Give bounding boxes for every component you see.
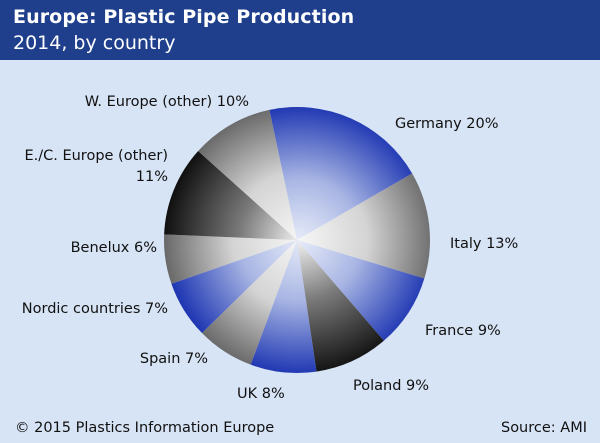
chart-subtitle: 2014, by country — [13, 32, 176, 54]
pie-slice-spain — [201, 240, 297, 365]
pie-slice-nordic-countries — [171, 240, 297, 334]
chart-footer: © 2015 Plastics Information Europe Sourc… — [0, 413, 600, 443]
pie-label-w-europe-other: W. Europe (other) 10% — [85, 94, 249, 110]
pie-label-uk: UK 8% — [237, 386, 285, 402]
pie-label-benelux: Benelux 6% — [71, 240, 157, 256]
pie-slice-benelux — [164, 234, 297, 284]
copyright-note: © 2015 Plastics Information Europe — [15, 420, 275, 436]
pie-slice-france — [297, 240, 425, 341]
chart-title: Europe: Plastic Pipe Production — [13, 6, 355, 28]
source-note: Source: AMI — [500, 420, 587, 436]
pie-slice-e-c-europe-other — [164, 151, 297, 240]
pie-chart-area: Germany 20% Italy 13% France 9% Poland 9% UK… — [0, 60, 600, 412]
pie-label-nordic-countries: Nordic countries 7% — [22, 301, 168, 317]
chart-header: Europe: Plastic Pipe Production 2014, by… — [0, 0, 600, 60]
pie-labels: Germany 20% Italy 13% France 9% Poland 9% UK… — [22, 94, 519, 402]
pie-slice-italy — [297, 173, 430, 279]
pie-label-france: France 9% — [425, 323, 501, 339]
pie-slice-uk — [250, 240, 317, 373]
pie-label-italy: Italy 13% — [450, 236, 518, 252]
pie-slice-poland — [297, 240, 384, 372]
pie-label-e-c-europe-other: E./C. Europe (other) 11% — [24, 148, 168, 185]
pie-label-germany: Germany 20% — [395, 116, 498, 132]
pie-slice-germany — [269, 107, 413, 240]
pie-slice-w-europe-other — [198, 109, 297, 240]
pie-chart: Germany 20% Italy 13% France 9% Poland 9% UK… — [22, 94, 519, 402]
pie-label-poland: Poland 9% — [353, 378, 429, 394]
pie-label-spain: Spain 7% — [140, 351, 208, 367]
pie-slices — [164, 107, 430, 373]
